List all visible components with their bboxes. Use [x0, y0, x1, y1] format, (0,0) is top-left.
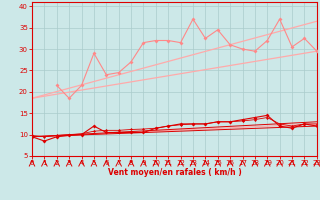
- X-axis label: Vent moyen/en rafales ( km/h ): Vent moyen/en rafales ( km/h ): [108, 168, 241, 177]
